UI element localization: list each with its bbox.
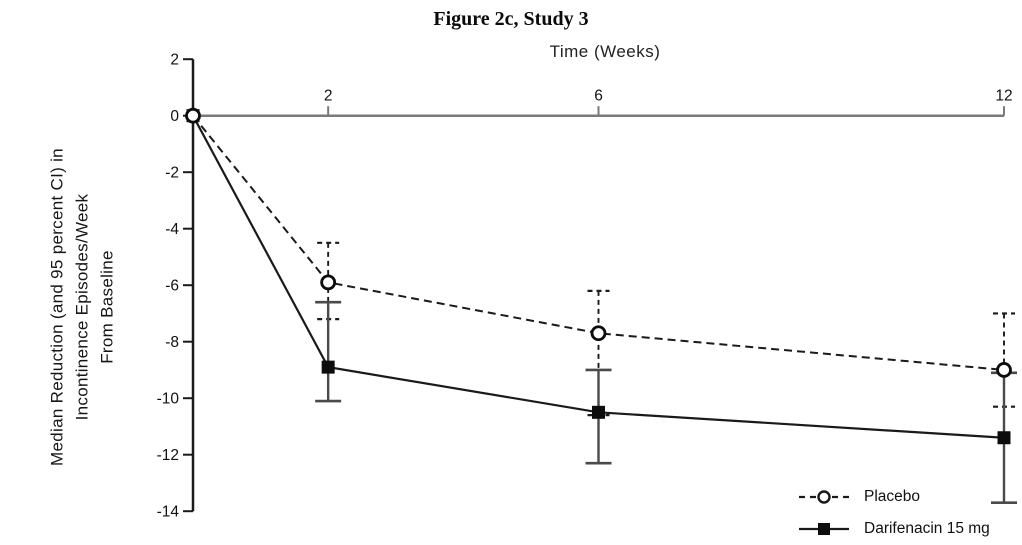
placebo-point-w12 — [996, 362, 1012, 378]
legend-item-darifenacin: Darifenacin 15 mg — [798, 513, 990, 545]
legend-label-placebo: Placebo — [864, 488, 921, 505]
placebo-point-w6 — [590, 325, 607, 342]
x-tick-label-2: 2 — [324, 88, 333, 105]
y-tick-label--14: -14 — [157, 504, 180, 521]
y-tick-label-2: 2 — [170, 52, 179, 69]
x-axis-title: Time (Weeks) — [549, 42, 661, 61]
darifenacin-point-w2 — [321, 360, 335, 374]
placebo-point-w0 — [185, 107, 201, 124]
legend-item-placebo: Placebo — [798, 481, 990, 513]
darifenacin-line — [192, 115, 1005, 439]
y-tick-label--6: -6 — [165, 278, 179, 295]
y-tick-label--8: -8 — [165, 334, 179, 351]
figure-title: Figure 2c, Study 3 — [433, 8, 589, 30]
x-tick-label-6: 6 — [594, 88, 603, 105]
legend-label-darifenacin: Darifenacin 15 mg — [864, 520, 990, 537]
y-tick-label--4: -4 — [165, 221, 179, 238]
placebo-legend-marker-icon — [799, 490, 849, 504]
placebo-point-w2 — [320, 274, 337, 291]
y-tick-label--12: -12 — [157, 447, 179, 464]
darifenacin-point-w12 — [997, 431, 1011, 445]
darifenacin-legend-marker-icon — [799, 523, 849, 535]
y-tick-label--10: -10 — [157, 391, 180, 408]
darifenacin-point-w6 — [592, 405, 605, 419]
placebo-line — [192, 115, 1005, 371]
x-tick-label-12: 12 — [995, 88, 1012, 105]
y-tick-label-0: 0 — [170, 108, 179, 125]
y-tick-label--2: -2 — [165, 165, 179, 182]
legend: Placebo Darifenacin 15 mg — [798, 481, 990, 545]
